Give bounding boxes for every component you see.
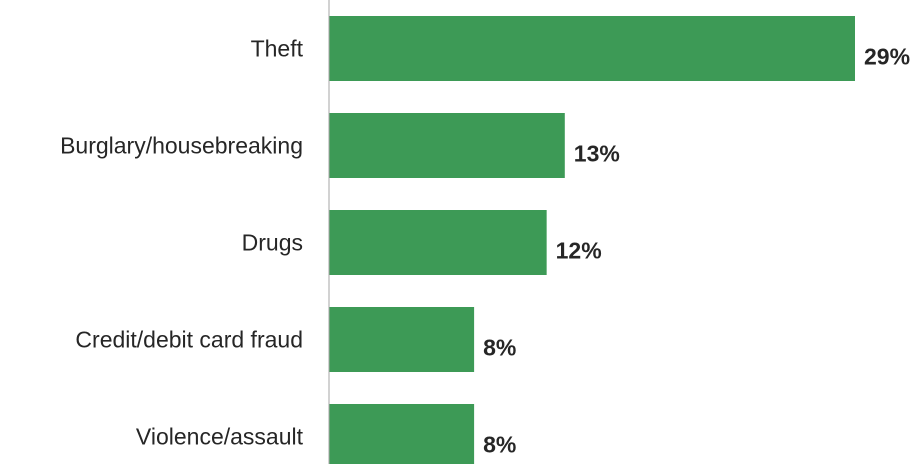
value-labels: 29% 13% 12% 8% 8%: [483, 44, 910, 458]
category-label-4: Credit/debit card fraud: [75, 327, 303, 353]
category-label-3: Drugs: [242, 230, 303, 256]
bar-3: [329, 210, 547, 275]
value-label-1: 29%: [864, 44, 910, 70]
bar-1: [329, 16, 855, 81]
bars-layer: [329, 16, 855, 464]
category-label-1: Theft: [251, 36, 304, 62]
value-label-5: 8%: [483, 432, 516, 458]
bar-2: [329, 113, 565, 178]
category-labels: Theft Burglary/housebreaking Drugs Credit/d…: [60, 36, 304, 450]
value-label-2: 13%: [574, 141, 620, 167]
value-label-3: 12%: [556, 238, 602, 264]
category-label-2: Burglary/housebreaking: [60, 133, 303, 159]
value-label-4: 8%: [483, 335, 516, 361]
bar-4: [329, 307, 475, 372]
bar-5: [329, 404, 475, 464]
category-label-5: Violence/assault: [136, 424, 304, 450]
